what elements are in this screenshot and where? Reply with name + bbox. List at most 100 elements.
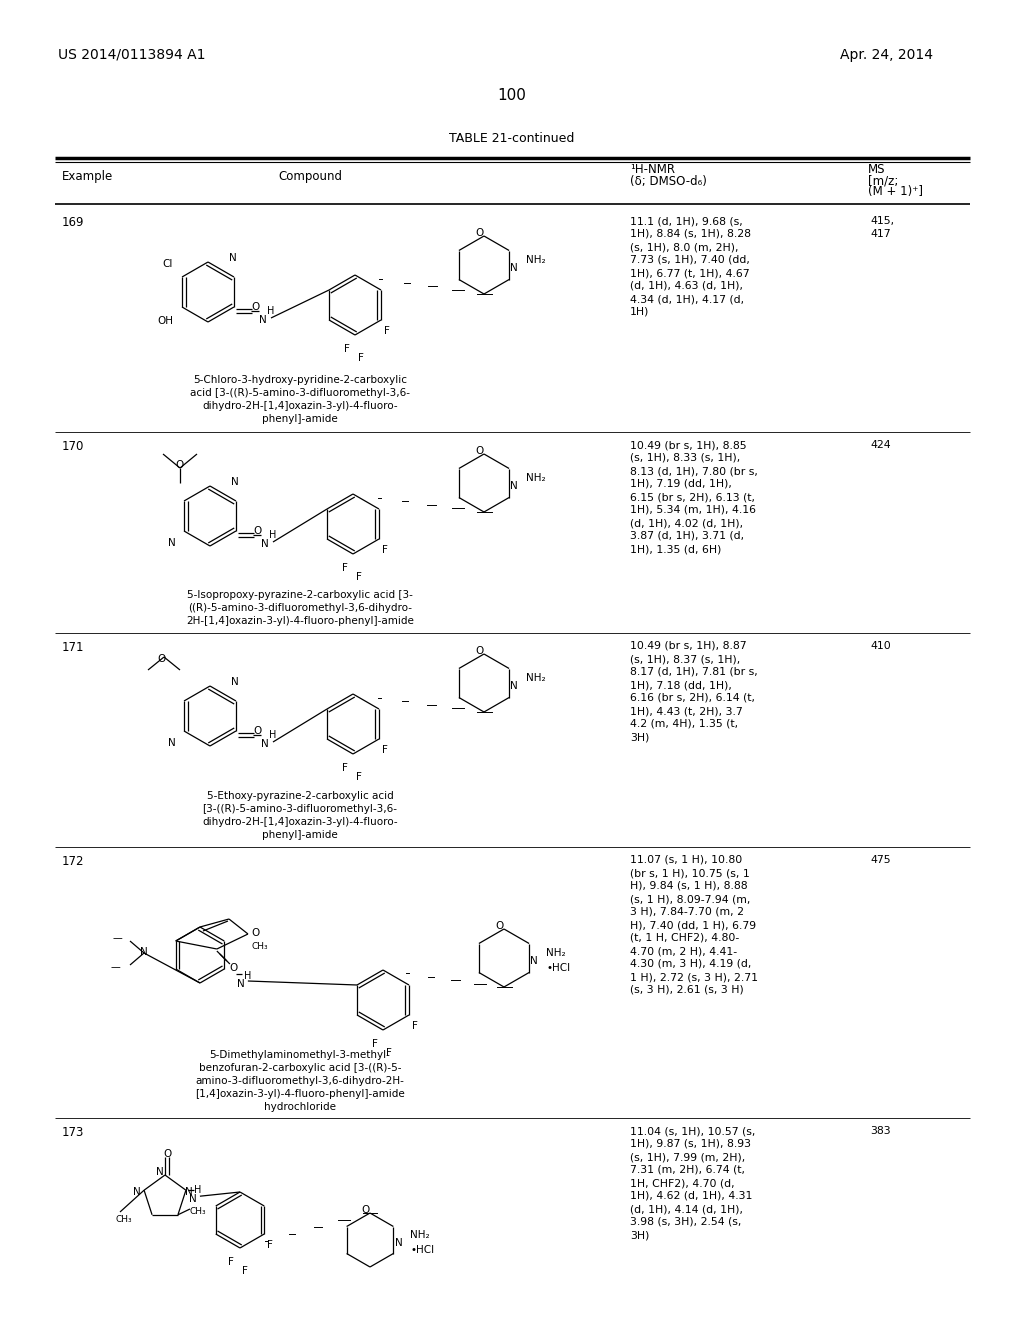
Text: 1H), 1.35 (d, 6H): 1H), 1.35 (d, 6H): [630, 544, 721, 554]
Text: ((R)-5-amino-3-difluoromethyl-3,6-dihydro-: ((R)-5-amino-3-difluoromethyl-3,6-dihydr…: [188, 603, 412, 612]
Text: N: N: [395, 1238, 402, 1247]
Text: CH₃: CH₃: [190, 1206, 207, 1216]
Text: 5-Isopropoxy-pyrazine-2-carboxylic acid [3-: 5-Isopropoxy-pyrazine-2-carboxylic acid …: [187, 590, 413, 601]
Text: 1H), 7.19 (dd, 1H),: 1H), 7.19 (dd, 1H),: [630, 479, 732, 488]
Text: 424: 424: [870, 440, 891, 450]
Text: (br s, 1 H), 10.75 (s, 1: (br s, 1 H), 10.75 (s, 1: [630, 869, 750, 878]
Text: O: O: [496, 921, 504, 931]
Text: (d, 1H), 4.14 (d, 1H),: (d, 1H), 4.14 (d, 1H),: [630, 1204, 743, 1214]
Text: F: F: [267, 1239, 272, 1250]
Text: US 2014/0113894 A1: US 2014/0113894 A1: [58, 48, 206, 62]
Text: 7.31 (m, 2H), 6.74 (t,: 7.31 (m, 2H), 6.74 (t,: [630, 1166, 745, 1175]
Text: NH₂: NH₂: [410, 1230, 430, 1239]
Text: Apr. 24, 2014: Apr. 24, 2014: [840, 48, 933, 62]
Text: 417: 417: [870, 228, 891, 239]
Text: O: O: [253, 726, 261, 737]
Text: 100: 100: [498, 88, 526, 103]
Text: 170: 170: [62, 440, 84, 453]
Text: 3 H), 7.84-7.70 (m, 2: 3 H), 7.84-7.70 (m, 2: [630, 907, 744, 917]
Text: [m/z;: [m/z;: [868, 174, 898, 187]
Text: 6.15 (br s, 2H), 6.13 (t,: 6.15 (br s, 2H), 6.13 (t,: [630, 492, 755, 502]
Text: 4.70 (m, 2 H), 4.41-: 4.70 (m, 2 H), 4.41-: [630, 946, 737, 956]
Text: O: O: [253, 525, 261, 536]
Text: 3.98 (s, 3H), 2.54 (s,: 3.98 (s, 3H), 2.54 (s,: [630, 1217, 741, 1228]
Text: 169: 169: [62, 216, 85, 228]
Text: (δ; DMSO-d₆): (δ; DMSO-d₆): [630, 176, 707, 187]
Text: N: N: [510, 681, 518, 690]
Text: F: F: [356, 772, 361, 781]
Text: H: H: [194, 1185, 202, 1195]
Text: F: F: [358, 352, 364, 363]
Text: O: O: [175, 459, 183, 470]
Text: N: N: [261, 739, 268, 748]
Text: N: N: [185, 1187, 193, 1197]
Text: 1H), 5.34 (m, 1H), 4.16: 1H), 5.34 (m, 1H), 4.16: [630, 506, 756, 515]
Text: dihydro-2H-[1,4]oxazin-3-yl)-4-fluoro-: dihydro-2H-[1,4]oxazin-3-yl)-4-fluoro-: [202, 817, 397, 828]
Text: 1H), 4.62 (d, 1H), 4.31: 1H), 4.62 (d, 1H), 4.31: [630, 1191, 753, 1201]
Text: N: N: [530, 956, 538, 966]
Text: (s, 1H), 8.33 (s, 1H),: (s, 1H), 8.33 (s, 1H),: [630, 453, 740, 463]
Text: 475: 475: [870, 855, 891, 865]
Text: F: F: [344, 345, 350, 354]
Text: N: N: [156, 1167, 164, 1177]
Text: H: H: [267, 306, 274, 315]
Text: hydrochloride: hydrochloride: [264, 1102, 336, 1111]
Text: N: N: [133, 1187, 140, 1197]
Text: 4.34 (d, 1H), 4.17 (d,: 4.34 (d, 1H), 4.17 (d,: [630, 294, 744, 304]
Text: 171: 171: [62, 642, 85, 653]
Text: F: F: [342, 763, 348, 774]
Text: O: O: [361, 1205, 370, 1214]
Text: 4.2 (m, 4H), 1.35 (t,: 4.2 (m, 4H), 1.35 (t,: [630, 719, 738, 729]
Text: 10.49 (br s, 1H), 8.85: 10.49 (br s, 1H), 8.85: [630, 440, 746, 450]
Text: N: N: [231, 477, 239, 487]
Text: 172: 172: [62, 855, 85, 869]
Text: (t, 1 H, CHF2), 4.80-: (t, 1 H, CHF2), 4.80-: [630, 933, 739, 942]
Text: N: N: [188, 1195, 197, 1204]
Text: benzofuran-2-carboxylic acid [3-((R)-5-: benzofuran-2-carboxylic acid [3-((R)-5-: [199, 1063, 401, 1073]
Text: F: F: [382, 744, 388, 755]
Text: 1H), 4.43 (t, 2H), 3.7: 1H), 4.43 (t, 2H), 3.7: [630, 706, 742, 715]
Text: phenyl]-amide: phenyl]-amide: [262, 414, 338, 424]
Text: (d, 1H), 4.63 (d, 1H),: (d, 1H), 4.63 (d, 1H),: [630, 281, 743, 290]
Text: F: F: [412, 1020, 418, 1031]
Text: acid [3-((R)-5-amino-3-difluoromethyl-3,6-: acid [3-((R)-5-amino-3-difluoromethyl-3,…: [190, 388, 410, 399]
Text: •HCl: •HCl: [546, 964, 570, 973]
Text: (s, 1 H), 8.09-7.94 (m,: (s, 1 H), 8.09-7.94 (m,: [630, 894, 751, 904]
Text: O: O: [157, 653, 165, 664]
Text: N: N: [510, 480, 518, 491]
Text: H: H: [269, 531, 276, 540]
Text: 3H): 3H): [630, 1230, 649, 1239]
Text: F: F: [382, 545, 388, 554]
Text: TABLE 21-continued: TABLE 21-continued: [450, 132, 574, 145]
Text: N: N: [168, 738, 176, 748]
Text: O: O: [251, 302, 259, 312]
Text: 3.87 (d, 1H), 3.71 (d,: 3.87 (d, 1H), 3.71 (d,: [630, 531, 744, 541]
Text: amino-3-difluoromethyl-3,6-dihydro-2H-: amino-3-difluoromethyl-3,6-dihydro-2H-: [196, 1076, 404, 1086]
Text: 7.73 (s, 1H), 7.40 (dd,: 7.73 (s, 1H), 7.40 (dd,: [630, 255, 750, 265]
Text: 2H-[1,4]oxazin-3-yl)-4-fluoro-phenyl]-amide: 2H-[1,4]oxazin-3-yl)-4-fluoro-phenyl]-am…: [186, 616, 414, 626]
Text: (s, 1H), 8.37 (s, 1H),: (s, 1H), 8.37 (s, 1H),: [630, 653, 740, 664]
Text: (M + 1)⁺]: (M + 1)⁺]: [868, 185, 923, 198]
Text: O: O: [476, 446, 484, 455]
Text: —: —: [111, 962, 120, 972]
Text: N: N: [261, 539, 268, 549]
Text: —: —: [112, 933, 122, 942]
Text: 11.04 (s, 1H), 10.57 (s,: 11.04 (s, 1H), 10.57 (s,: [630, 1126, 756, 1137]
Text: Cl: Cl: [162, 259, 172, 269]
Text: F: F: [372, 1039, 378, 1049]
Text: 1H), 8.84 (s, 1H), 8.28: 1H), 8.84 (s, 1H), 8.28: [630, 228, 751, 239]
Text: 4.30 (m, 3 H), 4.19 (d,: 4.30 (m, 3 H), 4.19 (d,: [630, 960, 752, 969]
Text: OH: OH: [157, 315, 173, 326]
Text: 8.17 (d, 1H), 7.81 (br s,: 8.17 (d, 1H), 7.81 (br s,: [630, 667, 758, 677]
Text: N: N: [259, 315, 266, 325]
Text: F: F: [228, 1257, 233, 1267]
Text: (s, 1H), 7.99 (m, 2H),: (s, 1H), 7.99 (m, 2H),: [630, 1152, 745, 1162]
Text: 1H), 7.18 (dd, 1H),: 1H), 7.18 (dd, 1H),: [630, 680, 732, 690]
Text: CH₃: CH₃: [251, 942, 267, 950]
Text: 11.07 (s, 1 H), 10.80: 11.07 (s, 1 H), 10.80: [630, 855, 742, 865]
Text: N: N: [231, 677, 239, 686]
Text: •HCl: •HCl: [410, 1245, 434, 1255]
Text: 415,: 415,: [870, 216, 894, 226]
Text: N: N: [237, 979, 245, 989]
Text: Compound: Compound: [278, 170, 342, 183]
